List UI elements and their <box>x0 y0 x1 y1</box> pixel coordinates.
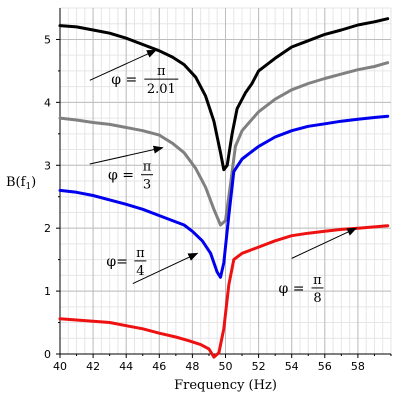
x-tick-label: 50 <box>219 360 233 373</box>
y-tick-label: 4 <box>44 96 51 109</box>
annotation-arrow <box>89 49 157 81</box>
series-line-black <box>58 17 390 172</box>
x-tick-label: 40 <box>53 360 67 373</box>
series-line-blue <box>58 114 390 279</box>
x-tick-label: 44 <box>119 360 133 373</box>
y-tick-label: 1 <box>44 285 51 298</box>
y-axis-title-sub: 1 <box>25 182 31 192</box>
x-tick-label: 56 <box>318 360 332 373</box>
x-tick-label: 54 <box>285 360 299 373</box>
x-tick-label: 58 <box>351 360 365 373</box>
x-tick-label: 42 <box>86 360 100 373</box>
annotation-phi: φ= <box>106 254 128 270</box>
x-tick-label: 52 <box>252 360 266 373</box>
annotation-arrow <box>132 252 199 284</box>
annotation-numerator: π <box>157 64 166 79</box>
annotation-numerator: π <box>143 160 152 175</box>
annotation-phi: φ = <box>278 281 304 297</box>
annotation-4: φ = π 8 <box>278 227 358 306</box>
y-tick-label: 3 <box>44 159 51 172</box>
y-tick-label: 0 <box>44 348 51 361</box>
axis-labels: Frequency (Hz) B(f1) <box>6 175 277 393</box>
x-axis-title: Frequency (Hz) <box>174 378 277 393</box>
annotation-2: φ = π 3 <box>89 145 164 193</box>
annotation-arrow <box>89 145 164 165</box>
series-group <box>58 17 390 359</box>
annotation-phi: φ = <box>108 168 134 184</box>
x-tick-label: 46 <box>152 360 166 373</box>
series-line-gray <box>58 61 390 227</box>
annotations: φ = π 2.01 φ = π 3 φ= π 4 φ = π 8 <box>89 49 358 306</box>
annotation-3: φ= π 4 <box>106 246 199 284</box>
annotation-numerator: π <box>136 246 145 261</box>
annotation-denominator: 3 <box>143 178 151 193</box>
annotation-arrow <box>291 227 358 259</box>
y-axis-title: B(f1) <box>6 175 36 192</box>
annotation-denominator: 8 <box>313 291 321 306</box>
annotation-numerator: π <box>313 273 322 288</box>
y-tick-label: 2 <box>44 222 51 235</box>
y-tick-label: 5 <box>44 33 51 46</box>
y-axis-title-main: B(f <box>6 175 27 190</box>
y-axis-title-close: ) <box>31 175 36 190</box>
series-line-red <box>58 224 390 359</box>
annotation-denominator: 2.01 <box>147 82 176 97</box>
annotation-phi: φ = <box>111 72 137 88</box>
annotation-1: φ = π 2.01 <box>89 49 179 97</box>
x-tick-label: 48 <box>185 360 199 373</box>
annotation-denominator: 4 <box>136 264 144 279</box>
